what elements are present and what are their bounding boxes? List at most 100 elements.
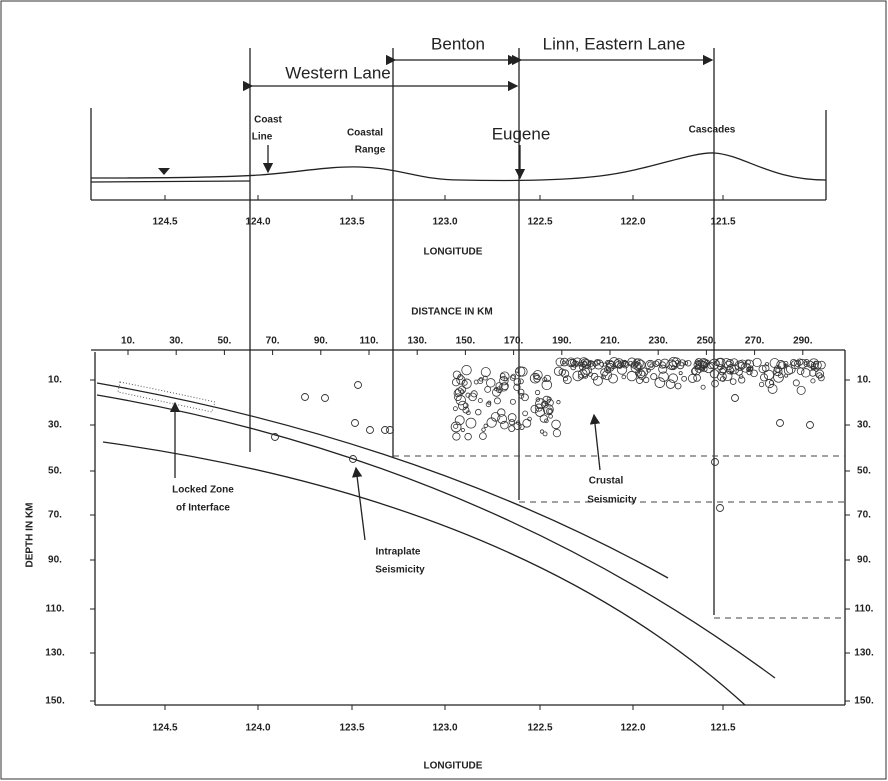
quake — [452, 432, 461, 441]
quake — [628, 360, 633, 366]
x-tick-label: 123.5 — [339, 217, 364, 228]
quake — [381, 426, 389, 434]
quake — [508, 425, 516, 433]
y-tick-label: 150. — [45, 696, 65, 707]
quake — [490, 412, 501, 422]
quake — [695, 360, 706, 371]
quake — [454, 393, 462, 401]
quake — [809, 369, 817, 377]
quake — [522, 410, 528, 417]
quake — [608, 373, 618, 384]
quake — [796, 367, 805, 376]
quake — [633, 358, 644, 369]
quake — [493, 397, 501, 405]
quake — [560, 369, 570, 378]
y-tick-label: 110. — [46, 604, 65, 615]
quake — [533, 375, 541, 383]
x-tick-label: 70. — [266, 336, 280, 347]
quake — [760, 373, 769, 382]
quake — [678, 371, 683, 376]
x-tick-label: 110. — [360, 336, 379, 347]
y-tick-label: 10. — [857, 375, 871, 386]
quake — [515, 420, 521, 425]
quake — [351, 419, 359, 427]
quake — [497, 414, 507, 424]
quake — [794, 359, 802, 368]
quake — [725, 359, 734, 367]
x-tick-label: 190. — [552, 336, 572, 347]
quake — [513, 383, 521, 391]
quake — [470, 390, 478, 398]
quake — [711, 458, 719, 466]
quake — [596, 360, 601, 365]
quake — [518, 424, 525, 430]
quake — [500, 420, 509, 430]
quake — [555, 357, 565, 367]
quake — [646, 368, 651, 373]
quake — [461, 364, 472, 376]
quake — [497, 408, 506, 417]
quake — [468, 392, 477, 402]
quake — [464, 432, 472, 441]
quake — [500, 382, 509, 391]
quake — [729, 378, 737, 385]
quake — [513, 421, 522, 430]
quake — [626, 370, 637, 382]
axis-label: LONGITUDE — [424, 247, 483, 258]
annotation: Seismicity — [375, 565, 425, 576]
quake — [633, 361, 642, 371]
quake — [687, 373, 697, 383]
quake — [671, 357, 682, 367]
quake — [649, 363, 654, 368]
quake — [773, 372, 784, 383]
region-label: Linn, Eastern Lane — [543, 34, 686, 53]
quake — [783, 365, 794, 376]
quake — [602, 370, 613, 381]
quake — [547, 408, 553, 414]
quake — [582, 360, 588, 366]
quake — [737, 359, 748, 370]
quake — [601, 374, 607, 380]
quake — [570, 364, 577, 371]
quake — [453, 423, 459, 429]
quake — [560, 357, 569, 367]
quake — [752, 357, 762, 368]
quake — [693, 374, 701, 382]
x-tick-label: 123.0 — [432, 723, 457, 734]
axis-label: DISTANCE IN KM — [411, 307, 492, 318]
quake — [817, 360, 826, 370]
x-tick-label: 121.5 — [710, 723, 735, 734]
quake — [768, 380, 774, 385]
quake — [668, 356, 679, 368]
quake — [508, 418, 515, 426]
quake — [465, 417, 477, 429]
quake — [711, 379, 719, 388]
x-tick-label: 124.0 — [245, 723, 270, 734]
quake — [709, 369, 719, 379]
quake — [561, 360, 566, 365]
quake — [746, 366, 752, 373]
quake — [608, 357, 620, 368]
quake — [479, 432, 487, 440]
quake — [769, 358, 780, 369]
annotation: Intraplate — [375, 547, 420, 558]
y-tick-label: 50. — [857, 466, 871, 477]
quake — [487, 400, 492, 405]
quake — [462, 402, 469, 409]
x-tick-label: 30. — [169, 336, 183, 347]
quake — [658, 364, 668, 374]
x-tick-label: 50. — [217, 336, 231, 347]
quake — [450, 421, 462, 433]
quake — [535, 389, 541, 396]
quake — [600, 368, 609, 377]
x-tick-label: 270. — [745, 336, 765, 347]
quake — [726, 363, 736, 373]
quake — [810, 362, 816, 368]
y-tick-label: 70. — [48, 510, 62, 521]
quake — [515, 368, 520, 373]
quake — [301, 393, 309, 401]
region-label: Western Lane — [285, 63, 391, 82]
quake — [694, 358, 703, 366]
quake — [459, 389, 465, 395]
